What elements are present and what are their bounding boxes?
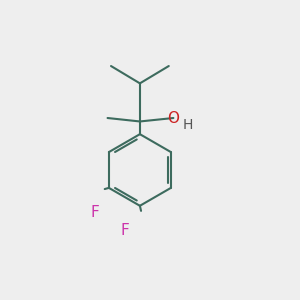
Text: O: O	[167, 110, 179, 125]
Text: F: F	[91, 205, 99, 220]
Text: H: H	[183, 118, 193, 132]
Text: F: F	[121, 223, 129, 238]
